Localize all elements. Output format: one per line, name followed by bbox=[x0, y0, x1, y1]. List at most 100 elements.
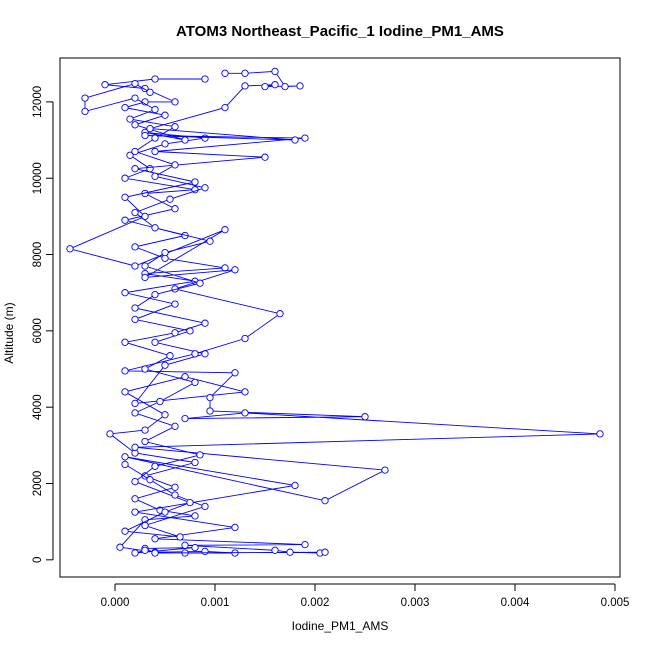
data-point bbox=[321, 548, 329, 556]
data-point bbox=[131, 147, 139, 156]
data-point bbox=[271, 546, 279, 554]
data-point bbox=[121, 527, 129, 535]
data-point bbox=[131, 549, 139, 557]
data-point bbox=[141, 546, 149, 554]
data-point bbox=[131, 262, 139, 270]
y-tick-label: 6000 bbox=[32, 318, 44, 344]
data-point bbox=[131, 304, 139, 312]
data-point bbox=[121, 174, 129, 182]
data-point bbox=[151, 549, 159, 557]
data-point bbox=[161, 411, 169, 419]
data-point bbox=[121, 338, 129, 346]
data-point bbox=[231, 369, 239, 377]
data-point bbox=[141, 437, 149, 446]
data-point bbox=[171, 483, 179, 491]
y-axis-label: Altitude (m) bbox=[2, 302, 16, 363]
data-point bbox=[131, 208, 139, 217]
data-point bbox=[206, 407, 214, 415]
data-point bbox=[116, 543, 124, 551]
data-point bbox=[201, 502, 209, 511]
data-point bbox=[261, 153, 269, 161]
x-tick-label: 0.004 bbox=[501, 597, 530, 609]
data-point bbox=[191, 378, 199, 387]
data-point bbox=[121, 460, 129, 469]
data-point bbox=[201, 184, 209, 192]
data-point bbox=[121, 103, 129, 112]
data-point bbox=[241, 82, 249, 90]
x-tick-label: 0.005 bbox=[601, 597, 630, 609]
data-point bbox=[191, 350, 199, 358]
data-point bbox=[361, 413, 369, 421]
y-tick-label: 8000 bbox=[32, 242, 44, 268]
data-point bbox=[221, 103, 229, 112]
data-point bbox=[141, 212, 149, 221]
data-point bbox=[166, 352, 174, 360]
data-point bbox=[301, 134, 309, 142]
data-point bbox=[151, 105, 159, 114]
data-point bbox=[151, 224, 159, 232]
data-point bbox=[191, 458, 199, 467]
y-tick-label: 4000 bbox=[32, 394, 44, 420]
data-point bbox=[171, 123, 179, 131]
data-point bbox=[201, 319, 209, 327]
x-tick-label: 0.002 bbox=[301, 597, 330, 609]
data-point bbox=[131, 79, 139, 88]
data-point bbox=[281, 82, 289, 91]
data-point bbox=[131, 508, 139, 516]
data-point bbox=[271, 81, 279, 89]
data-point bbox=[241, 409, 249, 417]
data-point bbox=[141, 262, 149, 270]
data-point bbox=[181, 541, 189, 549]
data-point bbox=[186, 498, 194, 507]
data-point bbox=[81, 107, 89, 116]
data-point bbox=[141, 131, 149, 140]
data-point bbox=[146, 165, 154, 173]
x-axis-label: Iodine_PM1_AMS bbox=[292, 619, 389, 633]
data-point bbox=[146, 88, 154, 96]
data-point bbox=[241, 69, 249, 77]
data-point bbox=[171, 300, 179, 308]
data-point bbox=[121, 453, 129, 461]
data-point bbox=[171, 161, 179, 169]
data-point bbox=[291, 136, 299, 144]
data-point bbox=[176, 533, 184, 541]
data-point bbox=[161, 248, 169, 257]
plot-frame bbox=[59, 57, 621, 578]
data-point bbox=[381, 466, 389, 474]
data-point bbox=[181, 414, 189, 423]
data-layer bbox=[66, 67, 604, 557]
data-point bbox=[141, 426, 149, 434]
data-point bbox=[171, 205, 179, 213]
x-tick-label: 0.003 bbox=[401, 597, 430, 609]
data-point bbox=[151, 290, 159, 299]
y-tick-label: 10000 bbox=[32, 162, 44, 194]
data-point bbox=[241, 334, 249, 343]
data-point bbox=[286, 548, 294, 556]
data-point bbox=[131, 443, 139, 451]
data-point bbox=[276, 310, 284, 318]
data-point bbox=[151, 338, 159, 346]
data-point bbox=[171, 329, 179, 337]
data-point bbox=[301, 540, 309, 549]
data-point bbox=[171, 422, 179, 430]
data-point bbox=[201, 547, 209, 556]
y-tick-label: 12000 bbox=[32, 86, 44, 118]
data-point bbox=[161, 140, 169, 148]
data-point bbox=[146, 476, 154, 484]
data-point bbox=[201, 75, 209, 83]
data-point bbox=[151, 462, 159, 470]
data-point bbox=[151, 172, 159, 180]
data-point bbox=[231, 266, 239, 274]
data-point bbox=[206, 237, 214, 245]
data-point bbox=[206, 393, 214, 402]
data-point bbox=[66, 245, 74, 253]
data-point bbox=[131, 495, 139, 503]
data-point bbox=[151, 75, 159, 83]
data-point bbox=[171, 491, 179, 499]
data-point bbox=[106, 430, 114, 438]
data-point bbox=[151, 147, 159, 156]
data-point bbox=[241, 388, 249, 396]
data-point bbox=[161, 111, 169, 119]
